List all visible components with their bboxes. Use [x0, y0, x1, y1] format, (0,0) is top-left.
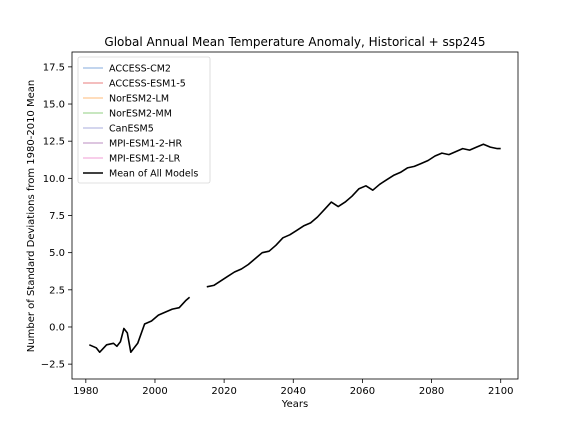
y-tick-label: −2.5 [41, 360, 65, 371]
legend-label: Mean of All Models [109, 169, 198, 180]
y-axis: −2.5 0.0 2.5 5.0 7.5 10.0 12.5 15.0 17.5 [41, 62, 72, 371]
x-axis-label: Years [281, 399, 308, 410]
x-tick-label: 2080 [419, 386, 444, 397]
y-tick-label: 0.0 [49, 322, 65, 333]
y-tick-label: 7.5 [49, 211, 65, 222]
x-tick-label: 2100 [488, 386, 513, 397]
legend: ACCESS-CM2 ACCESS-ESM1-5 NorESM2-LM NorESM2… [77, 56, 211, 184]
y-tick-label: 15.0 [43, 100, 65, 111]
x-tick-label: 2020 [211, 386, 236, 397]
x-tick-label: 2040 [281, 386, 306, 397]
legend-label: MPI-ESM1-2-LR [109, 154, 181, 165]
x-tick-label: 2000 [142, 386, 167, 397]
chart-title: Global Annual Mean Temperature Anomaly, … [104, 35, 485, 49]
y-tick-label: 5.0 [49, 248, 65, 259]
y-axis-label: Number of Standard Deviations from 1980-… [26, 80, 37, 352]
legend-label: ACCESS-CM2 [109, 64, 171, 75]
x-axis: 1980 2000 2020 2040 2060 2080 2100 [73, 379, 513, 397]
legend-label: MPI-ESM1-2-HR [109, 139, 182, 150]
plot-area [88, 143, 501, 353]
legend-label: ACCESS-ESM1-5 [109, 79, 186, 90]
legend-box [77, 56, 211, 184]
y-tick-label: 17.5 [43, 62, 65, 73]
y-tick-label: 10.0 [43, 174, 65, 185]
x-tick-label: 1980 [73, 386, 98, 397]
legend-label: NorESM2-LM [109, 94, 169, 105]
y-tick-label: 2.5 [49, 285, 65, 296]
series-line-8 [88, 143, 501, 353]
y-tick-label: 12.5 [43, 137, 65, 148]
x-tick-label: 2060 [350, 386, 375, 397]
legend-label: NorESM2-MM [109, 109, 172, 120]
legend-label: CanESM5 [109, 124, 154, 135]
